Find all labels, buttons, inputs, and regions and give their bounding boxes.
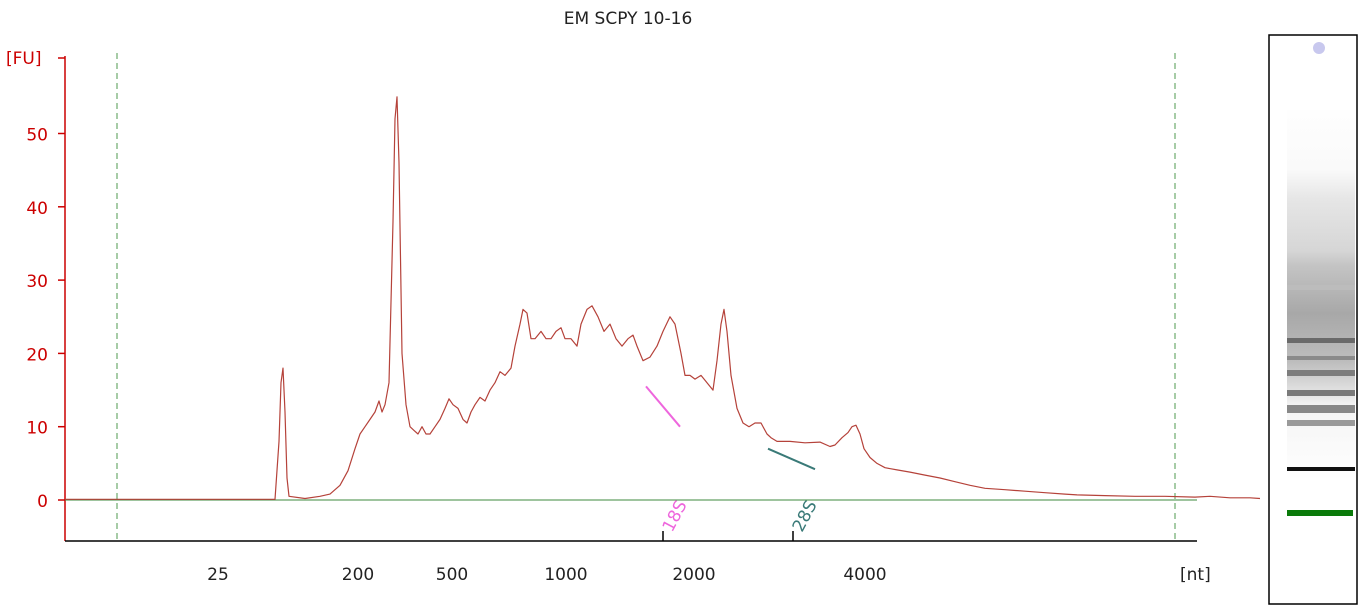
y-tick-label: 50 [26,126,48,146]
marker-label-28s: 28S [789,497,822,535]
y-axis-unit-label: [FU] [6,49,42,69]
marker-segment-18s [645,385,681,428]
x-axis-unit-label: [nt] [1180,565,1211,585]
gel-band [1287,338,1355,343]
marker-segment-28s [767,447,816,471]
gel-band [1287,285,1355,290]
gel-band [1287,420,1355,426]
x-tick-label: 2000 [672,565,715,585]
x-tick-label: 500 [436,565,468,585]
x-tick-label: 25 [207,565,229,585]
y-tick-label: 0 [37,492,48,512]
x-tick-label: 1000 [544,565,587,585]
gel-lower-marker-band [1287,510,1353,516]
markers: 18S 28S [645,385,822,541]
gel-well-dot [1313,42,1325,54]
x-tick-label: 200 [342,565,374,585]
gel-lane-smear [1287,110,1355,480]
series-line [65,96,1261,500]
gel-band [1287,356,1355,360]
gel-band [1287,390,1355,396]
gel-band [1287,405,1355,413]
marker-label-18s: 18S [659,497,692,535]
y-ticks: 0 10 20 30 40 50 [26,57,65,512]
chart-title: EM SCPY 10-16 [564,9,693,29]
y-tick-label: 30 [26,272,48,292]
gel-marker-band [1287,467,1355,471]
series-group [65,96,1261,500]
y-tick-label: 10 [26,419,48,439]
y-tick-label: 40 [26,199,48,219]
y-tick-label: 20 [26,345,48,365]
x-tick-label: 4000 [843,565,886,585]
gel-lane [1268,34,1358,605]
gel-band [1287,370,1355,376]
x-ticks: 25 200 500 1000 2000 4000 [207,565,886,585]
